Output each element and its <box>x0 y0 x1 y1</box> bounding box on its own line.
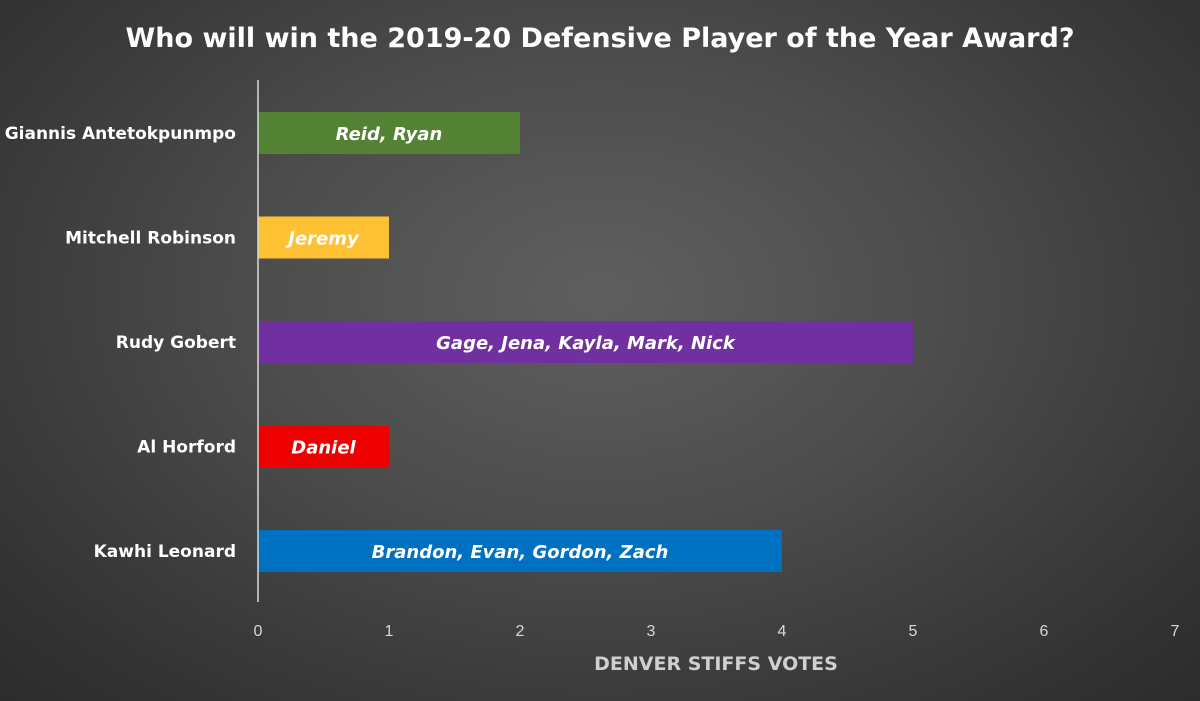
category-label: Kawhi Leonard <box>94 542 236 562</box>
x-tick-label: 2 <box>516 623 525 640</box>
x-tick-label: 6 <box>1040 623 1049 640</box>
category-label: Mitchell Robinson <box>65 229 236 249</box>
category-label: Al Horford <box>137 438 236 458</box>
x-tick-label: 4 <box>778 623 787 640</box>
bar-kawhi-leonard <box>258 530 782 572</box>
x-axis-title: DENVER STIFFS VOTES <box>594 653 838 675</box>
category-label: Rudy Gobert <box>116 333 236 353</box>
x-tick-label: 7 <box>1171 623 1180 640</box>
bar-data-label: Gage, Jena, Kayla, Mark, Nick <box>436 333 736 354</box>
bar-mitchell-robinson <box>258 216 389 259</box>
bar-data-label: Brandon, Evan, Gordon, Zach <box>372 542 669 563</box>
x-tick-label: 0 <box>254 623 263 640</box>
x-tick-label: 3 <box>647 623 656 640</box>
category-label: Giannis Antetokpunmpo <box>5 124 236 144</box>
bar-data-label: Reid, Ryan <box>336 124 443 145</box>
bar-al-horford <box>258 425 389 468</box>
bar-data-label: Daniel <box>291 438 356 459</box>
bar-rudy-gobert <box>258 321 913 363</box>
x-tick-label: 5 <box>909 623 918 640</box>
bar-giannis-antetokpunmpo <box>258 112 520 154</box>
bar-data-label: Jeremy <box>285 229 360 250</box>
x-tick-label: 1 <box>385 623 394 640</box>
chart-title: Who will win the 2019-20 Defensive Playe… <box>126 23 1075 54</box>
